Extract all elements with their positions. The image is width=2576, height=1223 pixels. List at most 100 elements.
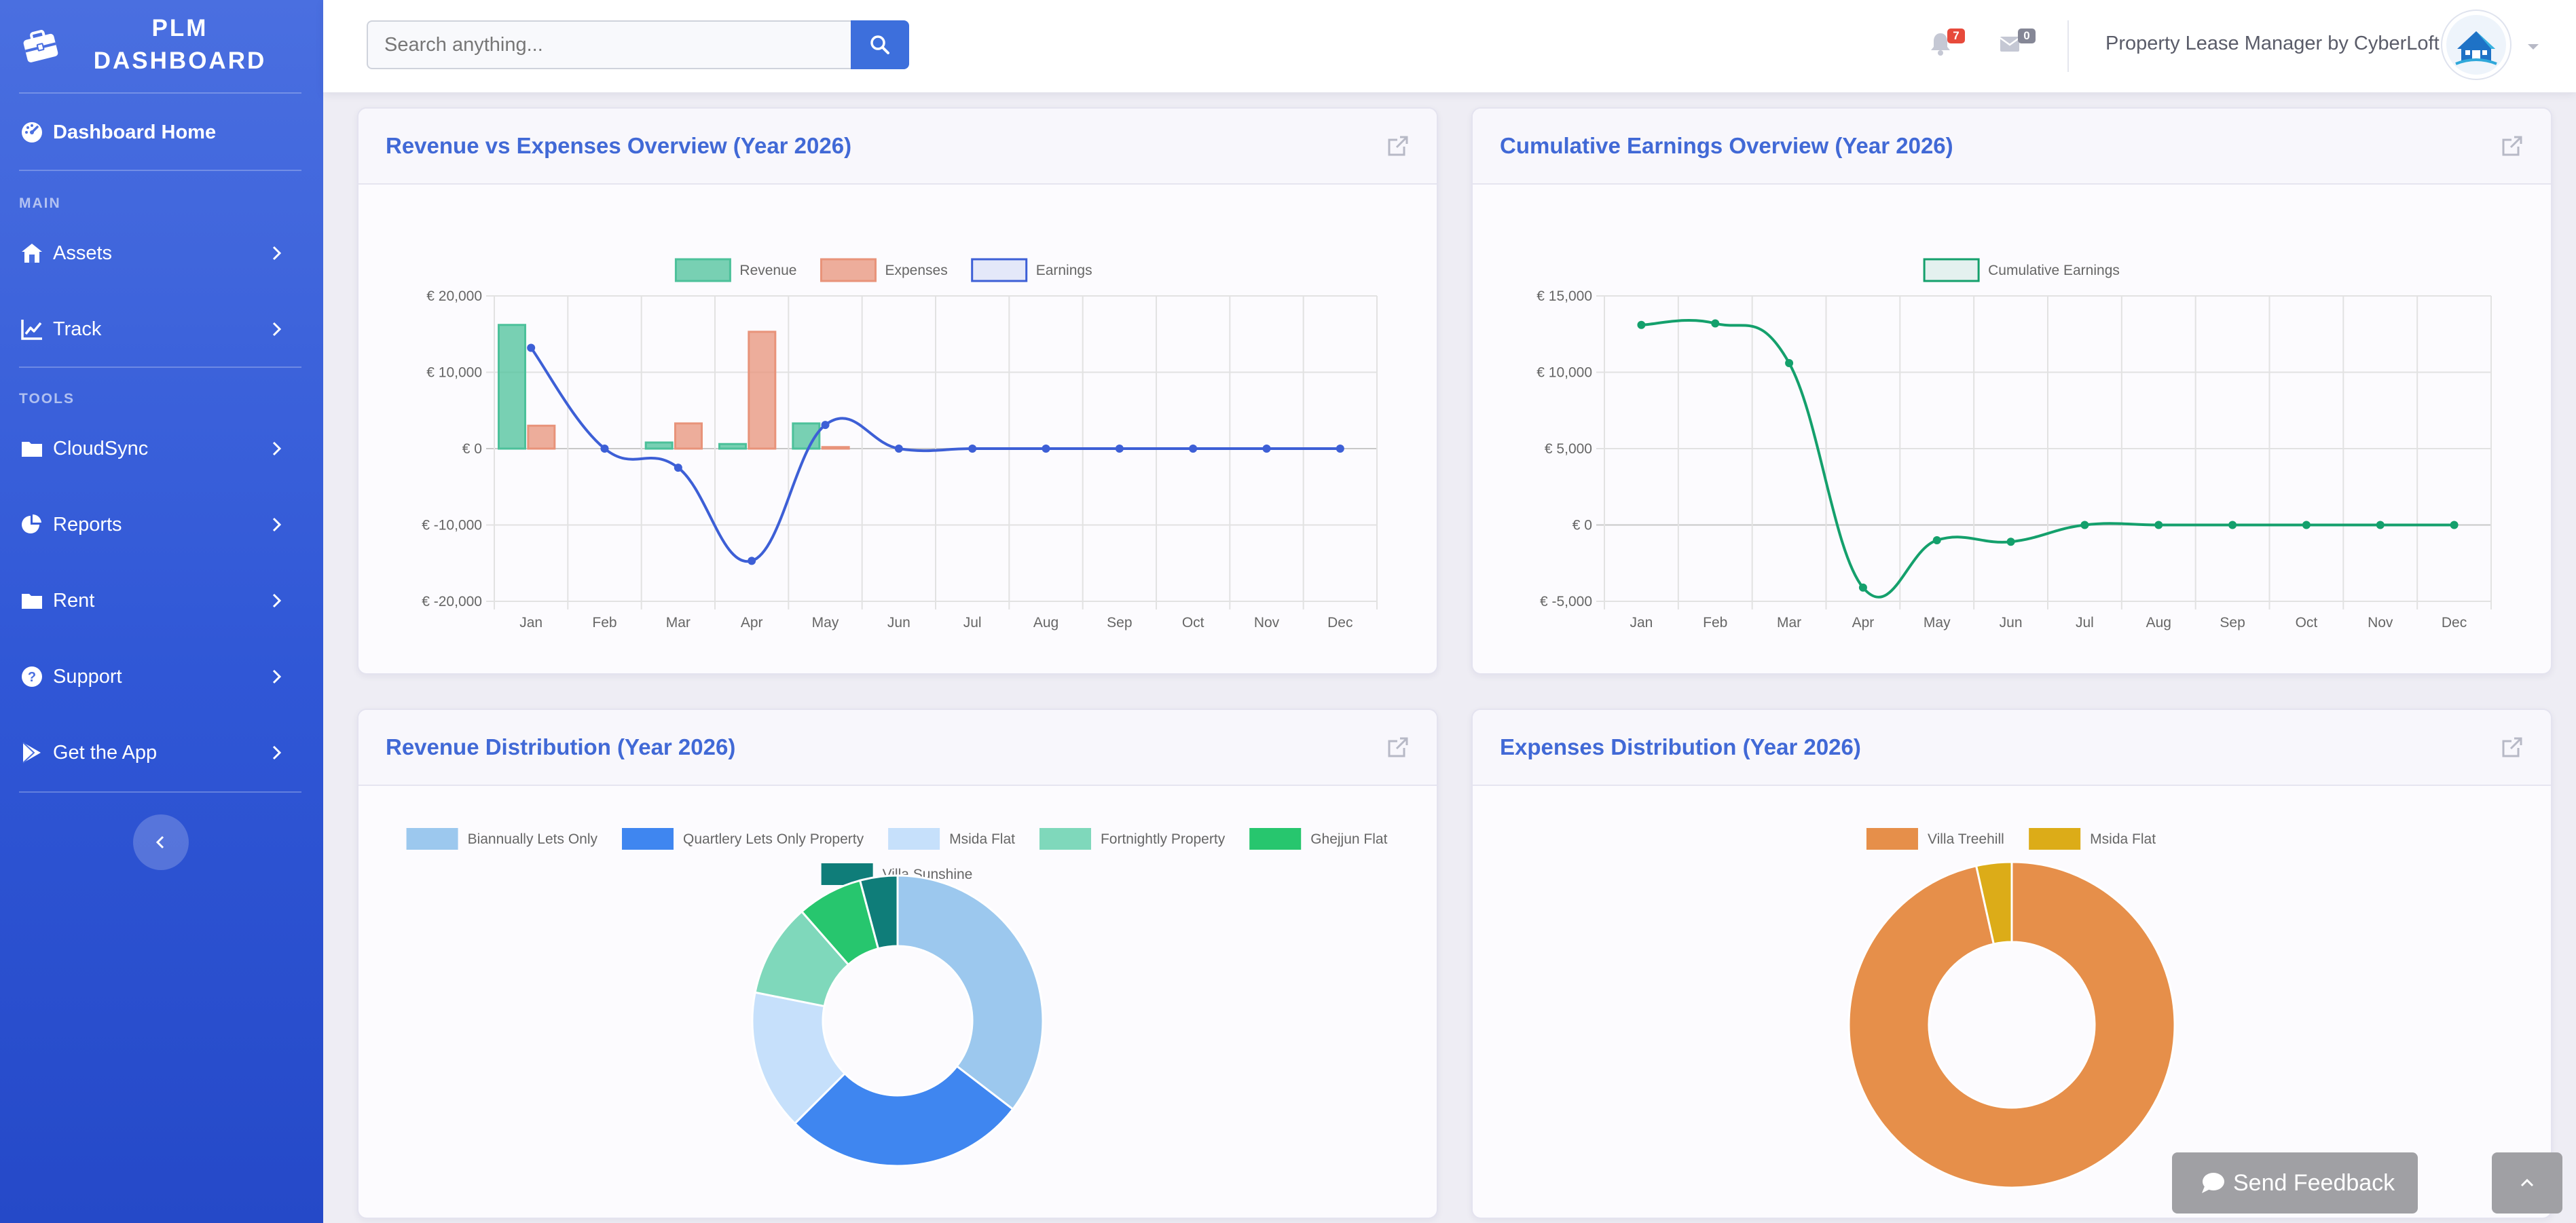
revenue-distribution-chart: Biannually Lets Only Quartlery Lets Only …: [406, 828, 1388, 1167]
sidebar-item-reports[interactable]: Reports: [0, 491, 323, 559]
scroll-to-top-button[interactable]: [2492, 1152, 2562, 1213]
svg-text:?: ?: [28, 670, 36, 685]
sidebar-item-assets[interactable]: Assets: [0, 220, 323, 288]
x-tick-label: Jun: [2000, 615, 2023, 631]
question-icon: ?: [22, 666, 42, 687]
point-cumulative-earnings: [1637, 320, 1646, 329]
external-link-icon[interactable]: [2501, 134, 2524, 157]
search-button[interactable]: [851, 20, 909, 69]
bar-revenue: [498, 324, 526, 450]
card-expenses-distribution: Expenses Distribution (Year 2026) Villa …: [1471, 709, 2552, 1219]
x-tick-label: Sep: [2220, 615, 2245, 631]
sidebar-item-label: Support: [53, 666, 122, 688]
sidebar-item-support[interactable]: ? Support: [0, 643, 323, 711]
sidebar-divider: [19, 92, 301, 94]
sidebar-item-get-the-app[interactable]: Get the App: [0, 719, 323, 787]
external-link-icon[interactable]: [1386, 736, 1410, 759]
x-tick-label: Jan: [1630, 615, 1653, 631]
legend-swatch: [1866, 828, 1918, 850]
sidebar-item-label: CloudSync: [53, 438, 149, 459]
y-tick-label: € 20,000: [426, 288, 482, 304]
sidebar-item-track[interactable]: Track: [0, 296, 323, 364]
bar-expenses: [821, 446, 850, 450]
point-earnings: [1336, 445, 1344, 453]
card-header: Revenue Distribution (Year 2026): [358, 710, 1437, 786]
pie-chart-icon: [22, 514, 41, 533]
x-tick-label: Jul: [2076, 615, 2094, 631]
cumulative-earnings-chart: Cumulative Earnings € 15,000 € 10,000 € 5,0…: [1537, 258, 2492, 631]
external-link-icon[interactable]: [2501, 736, 2524, 759]
topbar-divider: [2067, 20, 2069, 72]
sidebar-item-label: Get the App: [53, 742, 158, 764]
bell-icon[interactable]: [1927, 30, 1954, 57]
card-cumulative-earnings: Cumulative Earnings Overview (Year 2026)…: [1471, 107, 2552, 675]
point-earnings: [894, 445, 903, 453]
card-header: Expenses Distribution (Year 2026): [1473, 710, 2551, 786]
send-feedback-label: Send Feedback: [2233, 1170, 2395, 1196]
brand[interactable]: PLM DASHBOARD: [0, 0, 323, 91]
revenue-expenses-chart: Revenue Expenses Earnings € 20,000 € 10,000 €…: [422, 258, 1378, 631]
user-name[interactable]: Property Lease Manager by CyberLoft: [2105, 33, 2440, 54]
y-tick-label: € 0: [1572, 518, 1592, 533]
sidebar-item-dashboard-home[interactable]: Dashboard Home: [0, 99, 323, 167]
external-link-icon[interactable]: [1386, 134, 1410, 157]
play-store-icon: [22, 742, 41, 764]
slice-msida-flat: [751, 991, 847, 1125]
chevron-right-icon: [272, 246, 282, 261]
point-cumulative-earnings: [2376, 521, 2385, 529]
point-cumulative-earnings: [1785, 359, 1794, 367]
x-tick-label: Feb: [1703, 615, 1727, 631]
legend-swatch: [888, 828, 940, 850]
brand-line-2: DASHBOARD: [93, 48, 267, 74]
legend-swatch: [406, 828, 458, 850]
avatar[interactable]: [2442, 11, 2510, 79]
legend-swatch: [820, 258, 877, 282]
point-earnings: [674, 464, 682, 472]
card-title: Revenue Distribution (Year 2026): [386, 734, 736, 759]
x-tick-label: Jun: [887, 615, 910, 631]
point-earnings: [748, 557, 756, 565]
x-tick-label: Dec: [2442, 615, 2467, 631]
x-tick-label: Dec: [1327, 615, 1353, 631]
x-tick-label: Mar: [666, 615, 691, 631]
legend-label: Biannually Lets Only: [468, 831, 598, 847]
house-logo-icon: [2446, 15, 2506, 75]
bar-expenses: [748, 331, 777, 450]
legend-swatch: [1039, 828, 1091, 850]
legend-swatch: [971, 258, 1028, 282]
legend-label: Cumulative Earnings: [1988, 263, 2120, 278]
y-tick-label: € 5,000: [1545, 441, 1592, 457]
sidebar: PLM DASHBOARD Dashboard Home MAIN Assets…: [0, 0, 323, 1223]
sidebar-item-cloudsync[interactable]: CloudSync: [0, 415, 323, 483]
card-header: Revenue vs Expenses Overview (Year 2026): [358, 109, 1437, 185]
x-tick-label: Sep: [1107, 615, 1132, 631]
x-tick-label: Apr: [1852, 615, 1875, 631]
point-cumulative-earnings: [2154, 521, 2163, 529]
sidebar-collapse-button[interactable]: [133, 814, 189, 870]
card-revenue-expenses: Revenue vs Expenses Overview (Year 2026)…: [357, 107, 1438, 675]
slice-villa-treehill: [1847, 861, 2176, 1189]
legend-swatch: [2029, 828, 2081, 850]
send-feedback-button[interactable]: Send Feedback: [2172, 1152, 2418, 1213]
bar-expenses: [527, 424, 556, 450]
chevron-right-icon: [272, 517, 282, 532]
point-cumulative-earnings: [1858, 583, 1867, 592]
chevron-down-icon[interactable]: [2524, 38, 2542, 56]
point-earnings: [1115, 445, 1124, 453]
legend-swatch: [622, 828, 674, 850]
briefcase-icon: [23, 30, 58, 62]
slice-villa-sunshine: [858, 874, 899, 950]
y-tick-label: € -5,000: [1540, 594, 1592, 609]
sidebar-item-label: Assets: [53, 242, 113, 264]
search-input[interactable]: [367, 20, 853, 69]
chat-bubble-icon: [2202, 1173, 2224, 1193]
envelope-icon[interactable]: [1998, 30, 2025, 57]
sidebar-item-rent[interactable]: Rent: [0, 567, 323, 635]
card-title: Expenses Distribution (Year 2026): [1500, 734, 1861, 759]
x-tick-label: Mar: [1777, 615, 1801, 631]
point-earnings: [1042, 445, 1050, 453]
folder-icon: [22, 594, 42, 609]
x-tick-label: Nov: [1254, 615, 1280, 631]
legend-swatch: [674, 258, 731, 282]
legend-label: Fortnightly Property: [1101, 831, 1226, 847]
